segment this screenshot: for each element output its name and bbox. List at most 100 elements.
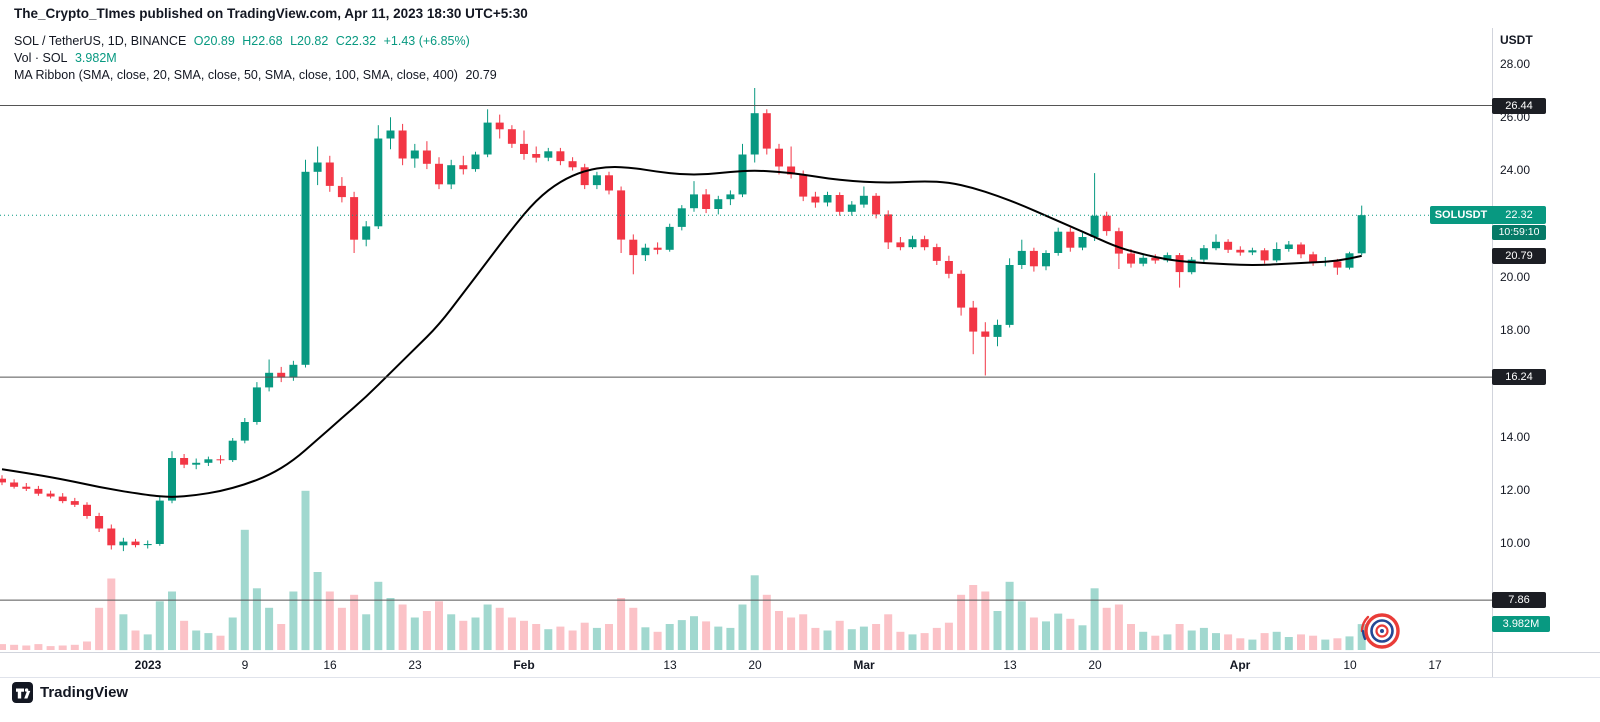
volume-bar xyxy=(143,634,152,650)
volume-bar xyxy=(459,620,468,651)
volume-bar xyxy=(944,622,953,650)
volume-bar xyxy=(556,626,565,650)
volume-bar xyxy=(1163,634,1172,650)
volume-bar xyxy=(58,645,67,650)
candle-down xyxy=(1175,255,1184,273)
candle-down xyxy=(981,331,990,337)
candle-down xyxy=(180,458,189,465)
volume-bar xyxy=(787,617,796,650)
volume-bar xyxy=(0,644,6,650)
price-axis-tick: 18.00 xyxy=(1500,323,1531,337)
volume-bar xyxy=(1345,636,1354,651)
volume-bar xyxy=(969,585,978,650)
volume-bar xyxy=(568,630,577,650)
candle-up xyxy=(690,194,698,209)
volume-bar xyxy=(714,626,723,650)
volume-bar xyxy=(131,630,140,650)
candle-up xyxy=(410,150,419,159)
candle-down xyxy=(568,161,577,168)
chart-legend: SOL / TetherUS, 1D, BINANCE O20.89 H22.6… xyxy=(14,33,501,84)
price-axis-tick: 24.00 xyxy=(1500,163,1531,177)
price-axis-tick: 12.00 xyxy=(1500,483,1531,497)
candle-up xyxy=(155,500,164,544)
time-axis-label: Feb xyxy=(513,658,535,672)
volume-bar xyxy=(374,581,383,651)
volume-bar xyxy=(823,630,832,650)
candle-up xyxy=(204,459,213,463)
volume-bar xyxy=(216,635,225,650)
candle-up xyxy=(641,247,650,256)
candle-up xyxy=(1272,249,1281,261)
volume-bar xyxy=(981,591,990,650)
volume-bar xyxy=(799,614,808,651)
candle-up xyxy=(386,130,395,139)
time-axis-label: 23 xyxy=(408,658,422,672)
volume-bar xyxy=(690,616,698,650)
volume-bar xyxy=(835,620,844,651)
time-axis-label: 10 xyxy=(1343,658,1357,672)
price-axis-tick: 10.00 xyxy=(1500,536,1531,550)
candle-up xyxy=(168,458,176,501)
candle-down xyxy=(131,541,140,546)
volume-bar xyxy=(204,633,213,650)
candle-down xyxy=(507,129,516,144)
volume-bar xyxy=(605,624,613,650)
volume-bar xyxy=(119,614,128,651)
volume-bar xyxy=(277,624,286,650)
legend-volume-row[interactable]: Vol · SOL 3.982M xyxy=(14,50,501,66)
volume-bar xyxy=(1102,607,1111,651)
symbol-title[interactable]: SOL / TetherUS, 1D, BINANCE xyxy=(14,34,187,48)
time-axis-label: 16 xyxy=(323,658,337,672)
chart-canvas[interactable] xyxy=(0,28,1492,653)
volume-bar xyxy=(920,633,929,650)
candle-down xyxy=(459,165,468,170)
price-axis-tick: 28.00 xyxy=(1500,57,1531,71)
volume-bar xyxy=(1139,631,1148,650)
legend-symbol-row[interactable]: SOL / TetherUS, 1D, BINANCE O20.89 H22.6… xyxy=(14,33,501,49)
tradingview-footer-link[interactable]: TradingView xyxy=(12,682,128,703)
candle-down xyxy=(762,113,771,149)
candle-up xyxy=(847,204,856,212)
price-axis-tick: 14.00 xyxy=(1500,430,1531,444)
volume-bar xyxy=(932,627,941,650)
volume-label[interactable]: Vol · SOL xyxy=(14,51,68,65)
volume-bar xyxy=(859,626,868,650)
candle-down xyxy=(398,130,407,159)
candle-down xyxy=(46,493,55,497)
candle-down xyxy=(1102,215,1111,232)
candle-up xyxy=(859,195,868,205)
candle-up xyxy=(1248,250,1257,253)
candle-down xyxy=(1114,231,1123,254)
time-axis[interactable]: 2023 9 16 23 Feb 13 20 Mar 13 20 Apr 10 17 xyxy=(0,652,1600,678)
volume-bar xyxy=(1199,627,1208,650)
volume-bar xyxy=(896,631,905,650)
candle-down xyxy=(702,194,711,209)
ma-ribbon-label[interactable]: MA Ribbon (SMA, close, 20, SMA, close, 5… xyxy=(14,68,458,82)
volume-bar xyxy=(422,611,431,650)
candle-up xyxy=(714,199,723,209)
volume-bar xyxy=(46,646,55,650)
volume-value-badge: 3.982M xyxy=(1492,616,1550,632)
volume-bar xyxy=(750,575,759,651)
candle-down xyxy=(435,163,443,185)
candle-down xyxy=(1151,257,1160,261)
price-axis[interactable]: USDT 28.00 26.00 24.00 20.00 18.00 14.00 12.00… xyxy=(1492,0,1600,722)
candle-down xyxy=(920,239,929,248)
volume-bar xyxy=(252,588,261,651)
volume-bar xyxy=(544,629,553,650)
volume-bar xyxy=(410,617,419,650)
price-axis-tick: 20.00 xyxy=(1500,270,1531,284)
volume-bar xyxy=(70,644,79,650)
candle-down xyxy=(1066,231,1075,248)
volume-bar xyxy=(702,621,711,650)
volume-bar xyxy=(483,604,492,650)
volume-bar xyxy=(629,607,638,651)
candle-down xyxy=(932,247,941,261)
legend-ma-ribbon-row[interactable]: MA Ribbon (SMA, close, 20, SMA, close, 5… xyxy=(14,67,501,83)
ohlc-high: H22.68 xyxy=(242,34,283,48)
candle-down xyxy=(835,195,844,212)
volume-bar xyxy=(301,490,310,651)
volume-bar xyxy=(1042,621,1050,650)
price-change: +1.43 (+6.85%) xyxy=(383,34,470,48)
candle-down xyxy=(629,239,638,256)
